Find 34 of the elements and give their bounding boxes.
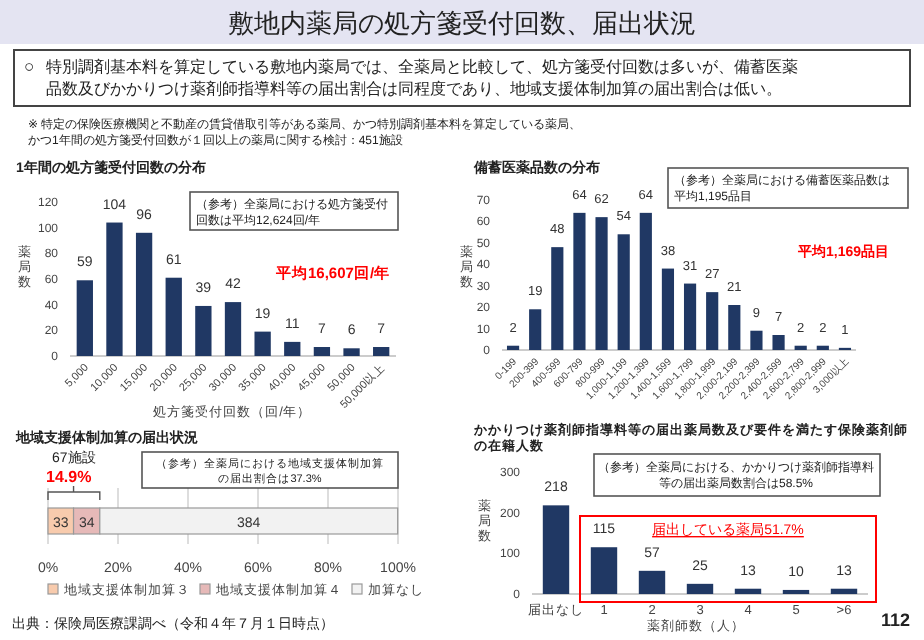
bar: [617, 234, 630, 350]
bar: [595, 217, 608, 350]
bar: [373, 347, 390, 356]
text: 112: [880, 610, 910, 630]
bar: [284, 341, 301, 356]
bar: [165, 277, 182, 356]
bar: [638, 570, 666, 594]
bar: [254, 331, 271, 356]
bar: [106, 222, 123, 356]
bar: [590, 547, 618, 594]
text: ○: [24, 56, 35, 76]
bar: [683, 283, 697, 350]
bar: [573, 212, 586, 350]
text: 敷地内薬局の処方箋受付回数、届出状況: [228, 8, 696, 38]
bar: [195, 305, 212, 356]
bar: [661, 268, 675, 350]
bar: [542, 505, 570, 594]
bar: [639, 212, 652, 350]
text: 特別調剤基本料を算定している敷地内薬局では、全薬局と比較して、処方箋受付回数は多いが、備蓄医薬品数及びかかりつけ薬剤師指導料等の届出割合は同程度であり、地域支援体制加算の届出割合は低い。: [46, 58, 798, 98]
bar: [343, 348, 360, 356]
bar: [135, 232, 153, 356]
bar: [772, 335, 785, 350]
bar: [830, 588, 858, 594]
bar: [686, 583, 714, 594]
bar: [313, 347, 331, 356]
bar: [529, 309, 542, 350]
bar: [734, 588, 762, 594]
bar: [224, 302, 242, 356]
text: 14.9%: [46, 468, 92, 486]
bar: [706, 292, 719, 350]
bar: [750, 330, 763, 350]
bar: [76, 280, 93, 356]
bar: [551, 247, 564, 350]
bar: [728, 305, 741, 350]
